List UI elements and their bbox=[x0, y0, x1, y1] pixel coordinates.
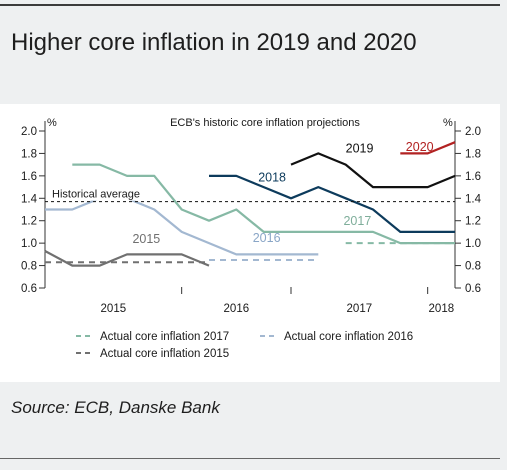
legend-label: Actual core inflation 2017 bbox=[100, 331, 229, 343]
series-label-2018: 2018 bbox=[258, 170, 286, 184]
historical-average-label: Historical average bbox=[52, 189, 140, 201]
series-label-2015: 2015 bbox=[132, 232, 160, 246]
series-line-2020 bbox=[400, 141, 456, 155]
y-tick-label-right: 1.8 bbox=[465, 148, 481, 160]
series-line-2015 bbox=[44, 250, 210, 267]
y-tick-label-left: 0.6 bbox=[21, 283, 37, 295]
series-label-2017: 2017 bbox=[343, 214, 371, 228]
y-tick-label-right: 0.8 bbox=[465, 261, 481, 273]
y-tick-label-left: 2.0 bbox=[21, 126, 37, 138]
y-tick-label-right: 1.0 bbox=[465, 238, 481, 250]
y-unit-left: % bbox=[47, 117, 57, 129]
series-label-2016: 2016 bbox=[253, 231, 281, 245]
chart-title: Higher core inflation in 2019 and 2020 bbox=[11, 29, 417, 56]
legend-label: Actual core inflation 2016 bbox=[284, 331, 413, 343]
series-line-2017 bbox=[72, 163, 455, 245]
legend-label: Actual core inflation 2015 bbox=[100, 348, 229, 360]
y-tick-label-right: 1.6 bbox=[465, 171, 481, 183]
y-tick-label-right: 1.4 bbox=[465, 193, 482, 205]
y-tick-label-left: 1.8 bbox=[21, 148, 37, 160]
annotation-bg bbox=[48, 187, 160, 201]
source-note: Source: ECB, Danske Bank bbox=[11, 398, 220, 417]
y-tick-label-left: 1.2 bbox=[21, 216, 37, 228]
top-rule bbox=[0, 4, 500, 6]
y-tick-label-left: 0.8 bbox=[21, 261, 37, 273]
x-tick-label: 2015 bbox=[101, 303, 127, 315]
x-tick-label: 2017 bbox=[347, 303, 373, 315]
x-tick-label: 2016 bbox=[224, 303, 250, 315]
chart-subtitle: ECB's historic core inflation projection… bbox=[170, 117, 360, 129]
series-label-2019: 2019 bbox=[346, 141, 374, 155]
y-tick-label-left: 1.4 bbox=[21, 193, 38, 205]
y-tick-label-right: 1.2 bbox=[465, 216, 481, 228]
x-tick-label: 2018 bbox=[429, 303, 455, 315]
y-tick-label-left: 1.0 bbox=[21, 238, 37, 250]
bottom-rule bbox=[0, 458, 500, 459]
series-line-2019 bbox=[290, 152, 456, 189]
y-tick-label-right: 0.6 bbox=[465, 283, 481, 295]
y-tick-label-left: 1.6 bbox=[21, 171, 37, 183]
series-line-2016 bbox=[45, 197, 319, 256]
y-tick-label-right: 2.0 bbox=[465, 126, 481, 138]
series-label-2020: 2020 bbox=[406, 140, 434, 154]
y-unit-right: % bbox=[443, 117, 453, 129]
series-line-2018 bbox=[209, 174, 455, 233]
